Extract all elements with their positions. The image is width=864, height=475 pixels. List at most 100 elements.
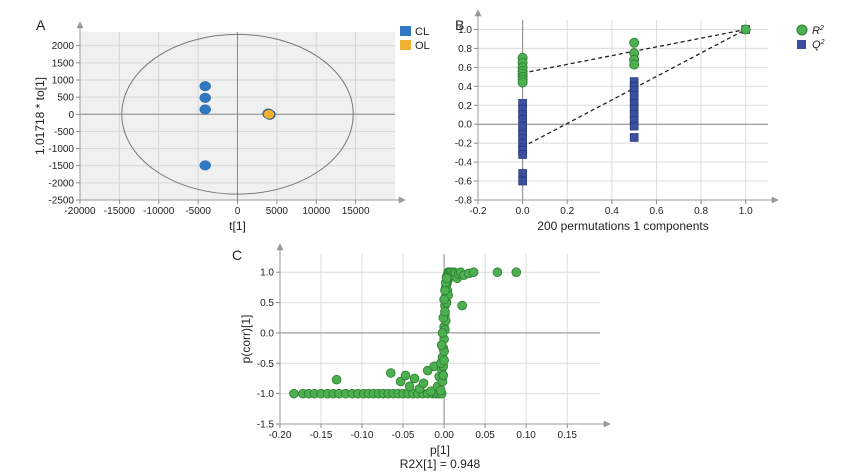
chart-b-points bbox=[517, 24, 751, 186]
tick-label-y: 1.0 bbox=[458, 25, 472, 36]
tick-label-y: 0.8 bbox=[458, 44, 472, 55]
point-variable bbox=[511, 267, 522, 278]
point-cl bbox=[199, 81, 211, 92]
point-variable bbox=[436, 340, 447, 350]
tick-label-y: -0.5 bbox=[257, 359, 275, 370]
tick-label-x: 0.6 bbox=[650, 206, 664, 217]
tick-label-y: -2000 bbox=[48, 178, 74, 189]
point-q2 bbox=[518, 169, 527, 178]
tick-label-x: -5000 bbox=[185, 206, 211, 217]
legend-label-q2: Q2 bbox=[812, 39, 825, 51]
legend-swatch-cl bbox=[400, 26, 411, 36]
tick-label-y: -0.8 bbox=[455, 196, 473, 207]
tick-label-y: 0.4 bbox=[458, 82, 472, 93]
tick-label-x: 0.0 bbox=[516, 206, 530, 217]
legend-label-ol: OL bbox=[415, 40, 430, 52]
point-q2 bbox=[518, 150, 527, 159]
tick-label-x: -0.15 bbox=[310, 430, 333, 441]
tick-label-y: -0.4 bbox=[455, 158, 473, 169]
legend-marker-q2 bbox=[797, 40, 806, 49]
chart-c-r2x-label: R2X[1] = 0.948 bbox=[400, 457, 481, 471]
tick-label-x: -20000 bbox=[64, 206, 96, 217]
tick-label-y: 0.0 bbox=[458, 120, 472, 131]
tick-label-x: 0.8 bbox=[694, 206, 708, 217]
point-variable bbox=[440, 285, 450, 296]
point-cl bbox=[199, 160, 211, 171]
point-variable bbox=[437, 328, 448, 338]
tick-label-y: 1.0 bbox=[260, 268, 274, 279]
tick-label-y: -1500 bbox=[48, 161, 74, 172]
point-variable bbox=[441, 273, 452, 284]
chart-a-ticks: -20000 -15000 -1000 0 -5000 0 5000 10000 15000 -2… bbox=[48, 41, 370, 217]
tick-label-x: 0.10 bbox=[516, 430, 536, 441]
point-r2 bbox=[740, 24, 751, 35]
tick-label-y: -1000 bbox=[48, 144, 74, 155]
point-variable bbox=[440, 306, 450, 317]
chart-a-legend: CL OL bbox=[400, 26, 430, 52]
tick-label-x: 1.0 bbox=[739, 206, 753, 217]
point-variable bbox=[400, 370, 411, 381]
chart-c-xlabel: p[1] bbox=[430, 443, 450, 457]
chart-c-ticks: -0.20 -0.15 -0.10 -0.05 0.00 0.05 0.10 0.15 -1.5… bbox=[257, 268, 578, 441]
tick-label-y: 0.2 bbox=[458, 101, 472, 112]
point-variable bbox=[404, 381, 415, 392]
tick-label-x: 10000 bbox=[302, 206, 330, 217]
tick-label-x: -0.2 bbox=[469, 206, 487, 217]
point-variable bbox=[331, 374, 342, 385]
tick-label-y: 0.6 bbox=[458, 63, 472, 74]
point-q2 bbox=[518, 176, 527, 186]
chart-b-ticks: -0.2 0.0 0.2 0.4 0.6 0.8 1.0 -0.8 -0.6 -0.4 -0.2 0.… bbox=[455, 25, 753, 217]
point-variable bbox=[439, 355, 449, 366]
legend-marker-r2 bbox=[796, 24, 808, 36]
chart-b-permutation: -0.2 0.0 0.2 0.4 0.6 0.8 1.0 -0.8 -0.6 -0.4 -0.2 0.… bbox=[455, 9, 825, 233]
point-variable bbox=[289, 388, 299, 399]
tick-label-y: 2000 bbox=[52, 41, 75, 52]
tick-label-y: -0.6 bbox=[455, 177, 473, 188]
point-cl bbox=[199, 92, 211, 103]
point-variable bbox=[457, 300, 467, 311]
chart-b-legend: R2 Q2 bbox=[796, 24, 825, 51]
point-variable bbox=[436, 385, 446, 396]
chart-c-ylabel: p(corr)[1] bbox=[239, 315, 253, 364]
tick-label-y: 500 bbox=[57, 93, 74, 104]
tick-label-x: 0.4 bbox=[605, 206, 619, 217]
point-variable bbox=[438, 370, 449, 381]
tick-label-x: 0.2 bbox=[560, 206, 574, 217]
point-r2 bbox=[629, 59, 640, 70]
chart-c-splot: -0.20 -0.15 -0.10 -0.05 0.00 0.05 0.10 0.15 -1.5… bbox=[239, 243, 611, 471]
tick-label-y: -2500 bbox=[48, 196, 74, 207]
point-ol bbox=[263, 109, 275, 120]
point-r2 bbox=[517, 77, 528, 88]
point-variable bbox=[426, 386, 436, 397]
point-variable bbox=[385, 368, 396, 378]
chart-c-grid bbox=[279, 254, 600, 425]
tick-label-y: -1.5 bbox=[257, 420, 275, 431]
chart-a-xlabel: t[1] bbox=[229, 219, 246, 233]
tick-label-y: 0.0 bbox=[260, 328, 274, 339]
tick-label-y: -500 bbox=[54, 127, 74, 138]
tick-label-x: 5000 bbox=[266, 206, 289, 217]
tick-label-x: 0.00 bbox=[434, 430, 454, 441]
tick-label-x: 15000 bbox=[342, 206, 370, 217]
tick-label-y: 0 bbox=[68, 110, 74, 121]
chart-a-hotelling-ellipse bbox=[121, 33, 354, 195]
tick-label-x: -0.20 bbox=[269, 430, 292, 441]
panel-label-a: A bbox=[36, 17, 46, 33]
point-cl bbox=[199, 104, 211, 115]
chart-c-points bbox=[289, 267, 522, 399]
tick-label-y: -1.0 bbox=[257, 389, 275, 400]
panel-label-b: B bbox=[455, 17, 464, 33]
point-q2 bbox=[629, 121, 639, 131]
chart-a-ylabel: 1.01718 * to[1] bbox=[33, 77, 47, 155]
legend-swatch-ol bbox=[400, 40, 411, 50]
point-variable bbox=[492, 267, 503, 278]
tick-label-x: 0 bbox=[235, 206, 241, 217]
tick-label-y: -0.2 bbox=[455, 139, 473, 150]
legend-label-cl: CL bbox=[415, 26, 429, 38]
point-r2 bbox=[629, 37, 640, 48]
point-variable bbox=[418, 378, 429, 389]
tick-label-x: -0.10 bbox=[351, 430, 374, 441]
legend-label-r2: R2 bbox=[812, 25, 824, 37]
tick-label-x: -15000 bbox=[104, 206, 136, 217]
